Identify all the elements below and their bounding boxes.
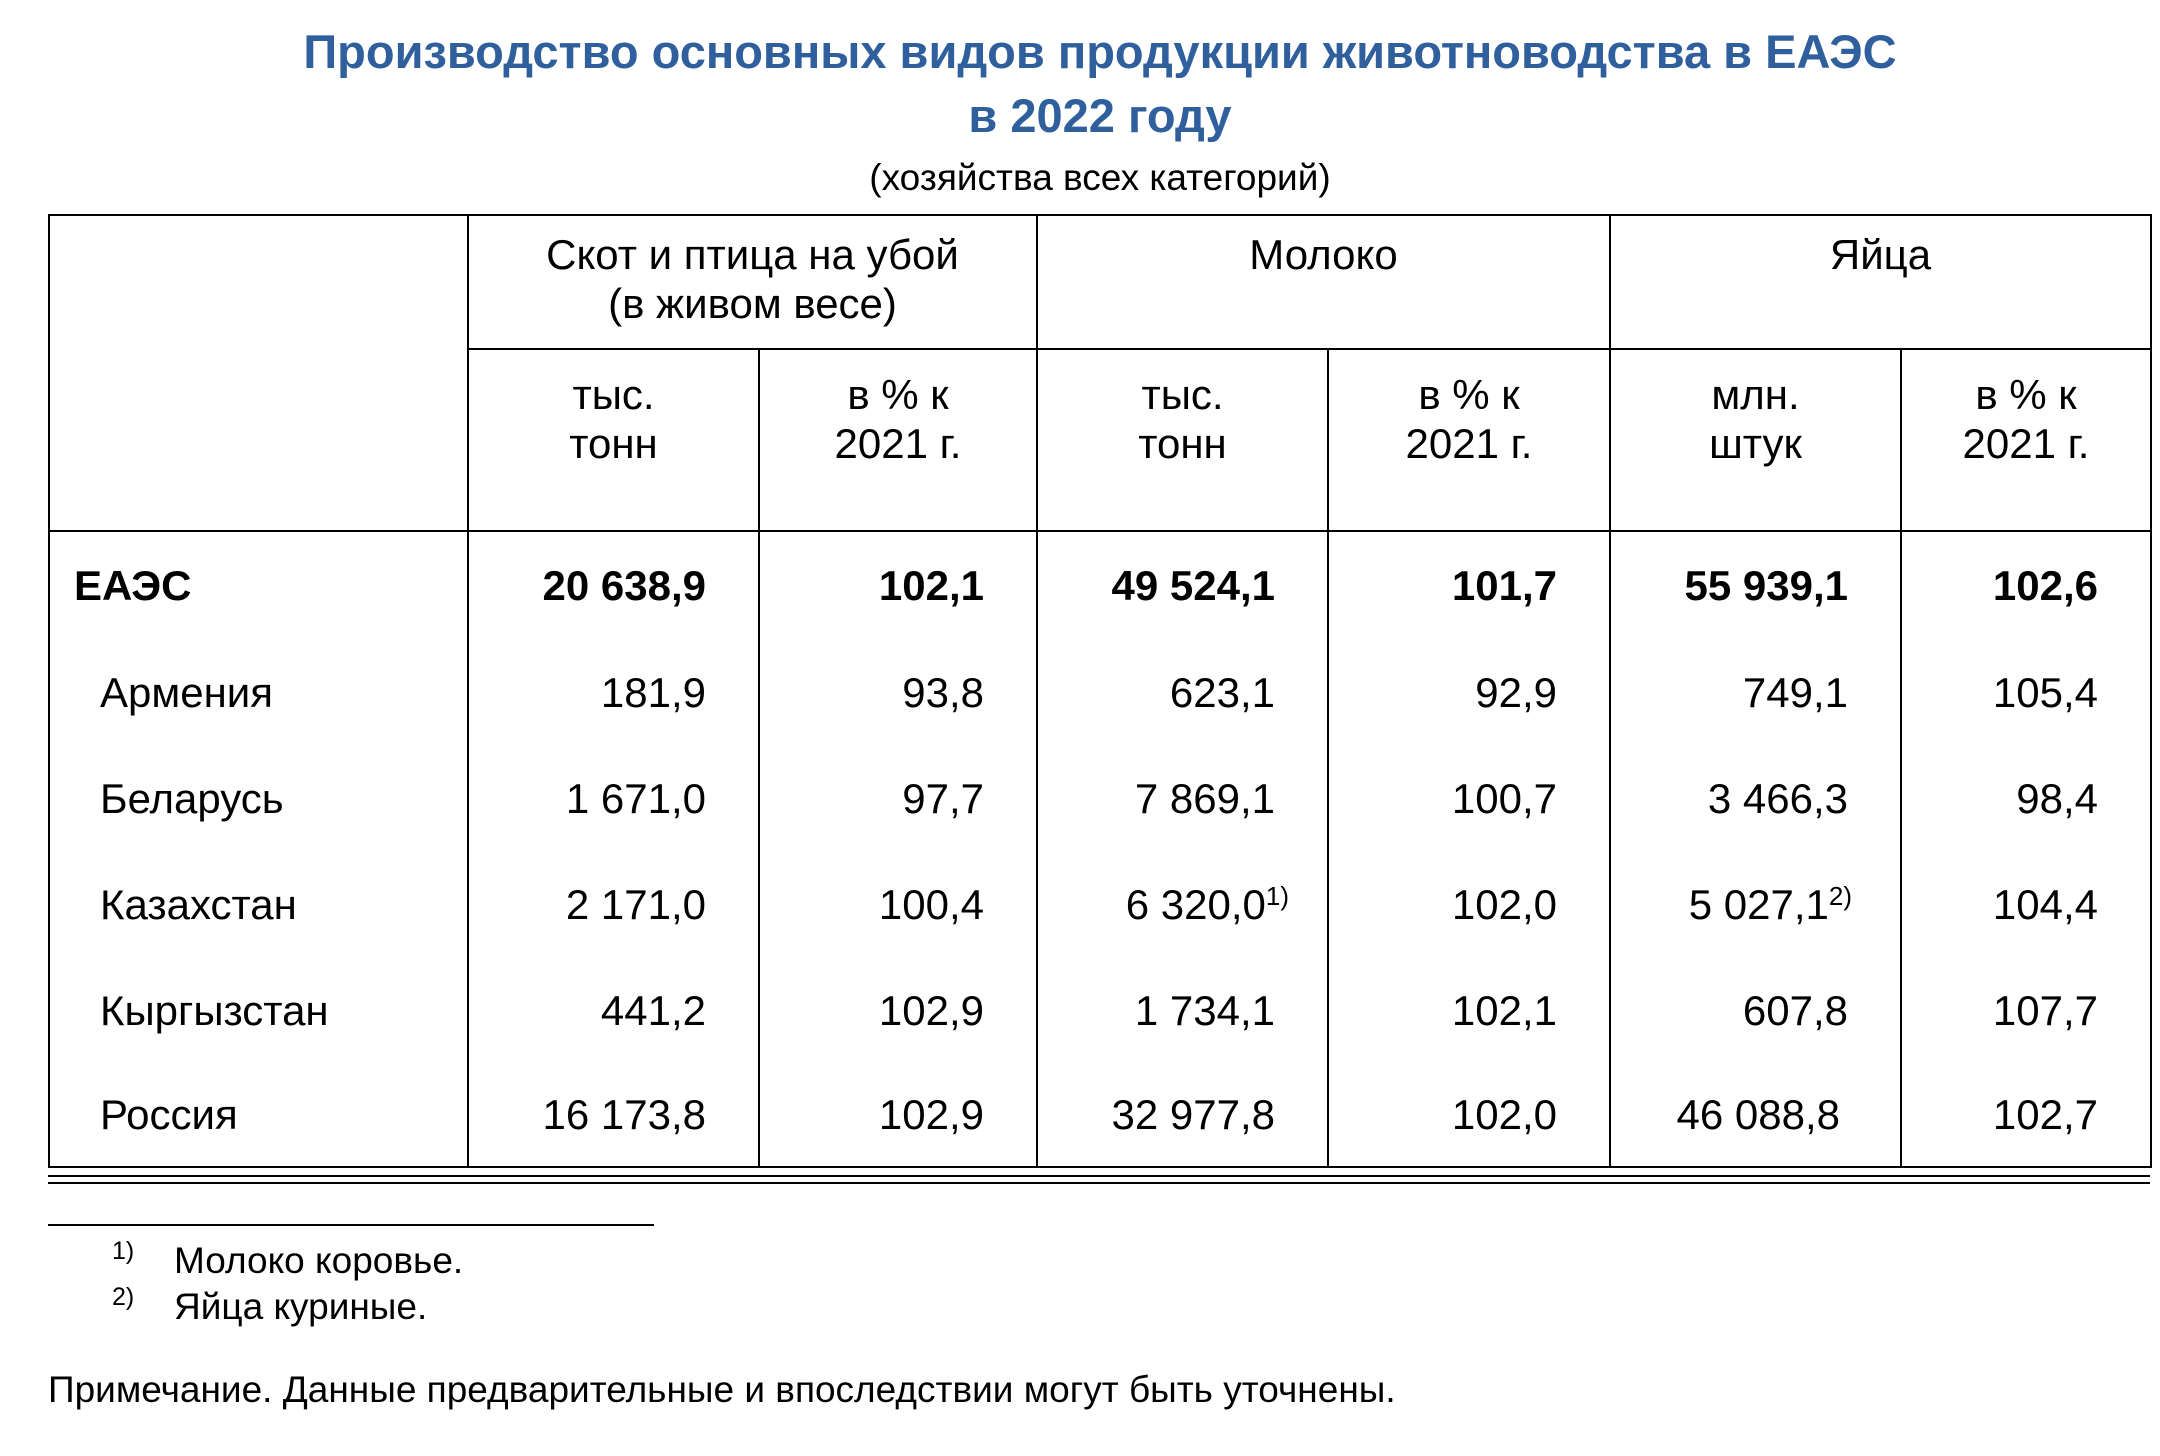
- footnote-1-text: Молоко коровье.: [174, 1240, 464, 1281]
- cell-livestock-volume: 441,2: [467, 958, 760, 1064]
- cell-eggs-percent: 105,4: [1900, 640, 2152, 746]
- cell-eggs-volume: 55 939,1: [1609, 531, 1902, 640]
- group-header-eggs-line1: Яйца: [1829, 231, 1932, 278]
- cell-eggs-volume: 5 027,12): [1609, 852, 1902, 958]
- cell-milk-volume: 32 977,8: [1036, 1064, 1329, 1168]
- row-name: ЕАЭС: [48, 531, 469, 640]
- table-row-total: ЕАЭС 20 638,9 102,1 49 524,1 101,7 55 93…: [48, 531, 2152, 640]
- group-header-eggs: Яйца: [1609, 214, 2152, 350]
- subheader-eggs-volume: млн. штук: [1609, 349, 1902, 532]
- cell-livestock-volume: 16 173,8: [467, 1064, 760, 1168]
- cell-eggs-volume: 46 088,8: [1609, 1064, 1902, 1168]
- cell-milk-percent: 100,7: [1327, 746, 1611, 852]
- cell-eggs-percent: 104,4: [1900, 852, 2152, 958]
- livestock-production-table: Скот и птица на убой (в живом весе) Моло…: [48, 214, 2152, 1168]
- cell-livestock-volume: 1 671,0: [467, 746, 760, 852]
- footnote-2: 2) Яйца куриные.: [112, 1274, 427, 1330]
- footnote-1-mark: 1): [112, 1237, 135, 1265]
- cell-milk-volume: 6 320,01): [1036, 852, 1329, 958]
- page-title-year: в 2022 году: [968, 89, 1232, 142]
- title-block: Производство основных видов продукции жи…: [0, 20, 2160, 204]
- cell-milk-volume: 7 869,1: [1036, 746, 1329, 852]
- table-row: Россия 16 173,8 102,9 32 977,8 102,0 46 …: [48, 1064, 2152, 1168]
- cell-livestock-volume: 181,9: [467, 640, 760, 746]
- cell-livestock-percent: 102,9: [758, 1064, 1038, 1168]
- cell-livestock-percent: 100,4: [758, 852, 1038, 958]
- page-title: Производство основных видов продукции жи…: [303, 25, 1897, 78]
- cell-livestock-percent: 93,8: [758, 640, 1038, 746]
- subheader-livestock-percent: в % к 2021 г.: [758, 349, 1038, 532]
- cell-eggs-volume: 607,8: [1609, 958, 1902, 1064]
- cell-milk-volume: 49 524,1: [1036, 531, 1329, 640]
- row-name: Беларусь: [48, 746, 469, 852]
- group-header-milk: Молоко: [1036, 214, 1611, 350]
- footnote-2-text: Яйца куриные.: [174, 1286, 428, 1327]
- cell-milk-percent: 101,7: [1327, 531, 1611, 640]
- corner-header: [48, 214, 469, 532]
- cell-milk-volume: 623,1: [1036, 640, 1329, 746]
- cell-milk-volume: 1 734,1: [1036, 958, 1329, 1064]
- footnote-2-mark: 2): [112, 1283, 135, 1311]
- footnote-ref-2: 2): [1828, 881, 1852, 911]
- table-bottom-double-rule: [48, 1175, 2150, 1184]
- footnote-separator: [48, 1224, 654, 1226]
- note: Примечание. Данные предварительные и впо…: [48, 1369, 1396, 1410]
- group-header-livestock: Скот и птица на убой (в живом весе): [467, 214, 1038, 350]
- footnote-ref-1: 1): [1265, 881, 1289, 911]
- cell-livestock-volume: 2 171,0: [467, 852, 760, 958]
- cell-eggs-volume-value: 5 027,1: [1688, 881, 1829, 928]
- cell-milk-volume-value: 6 320,0: [1125, 881, 1266, 928]
- table-row: Армения 181,9 93,8 623,1 92,9 749,1 105,…: [48, 640, 2152, 746]
- cell-livestock-percent: 102,1: [758, 531, 1038, 640]
- group-header-milk-line1: Молоко: [1249, 231, 1398, 278]
- cell-livestock-percent: 97,7: [758, 746, 1038, 852]
- cell-eggs-volume: 749,1: [1609, 640, 1902, 746]
- group-header-livestock-line1: Скот и птица на убой: [546, 231, 959, 278]
- subheader-milk-volume: тыс. тонн: [1036, 349, 1329, 532]
- subheader-milk-percent: в % к 2021 г.: [1327, 349, 1611, 532]
- group-header-livestock-line2: (в живом весе): [608, 280, 897, 327]
- cell-eggs-percent: 102,7: [1900, 1064, 2152, 1168]
- table-row: Казахстан 2 171,0 100,4 6 320,01) 102,0 …: [48, 852, 2152, 958]
- page-subtitle: (хозяйства всех категорий): [869, 157, 1331, 198]
- subheader-livestock-volume: тыс. тонн: [467, 349, 760, 532]
- cell-milk-percent: 102,0: [1327, 1064, 1611, 1168]
- cell-livestock-percent: 102,9: [758, 958, 1038, 1064]
- row-name: Казахстан: [48, 852, 469, 958]
- subheader-eggs-percent: в % к 2021 г.: [1900, 349, 2152, 532]
- cell-eggs-volume: 3 466,3: [1609, 746, 1902, 852]
- row-name: Кыргызстан: [48, 958, 469, 1064]
- footnote-1: 1) Молоко коровье.: [112, 1228, 463, 1284]
- cell-eggs-percent: 98,4: [1900, 746, 2152, 852]
- cell-eggs-percent: 107,7: [1900, 958, 2152, 1064]
- cell-eggs-percent: 102,6: [1900, 531, 2152, 640]
- cell-livestock-volume: 20 638,9: [467, 531, 760, 640]
- table-row: Беларусь 1 671,0 97,7 7 869,1 100,7 3 46…: [48, 746, 2152, 852]
- row-name: Россия: [48, 1064, 469, 1168]
- cell-milk-percent: 92,9: [1327, 640, 1611, 746]
- cell-milk-percent: 102,1: [1327, 958, 1611, 1064]
- row-name: Армения: [48, 640, 469, 746]
- table-row: Кыргызстан 441,2 102,9 1 734,1 102,1 607…: [48, 958, 2152, 1064]
- cell-milk-percent: 102,0: [1327, 852, 1611, 958]
